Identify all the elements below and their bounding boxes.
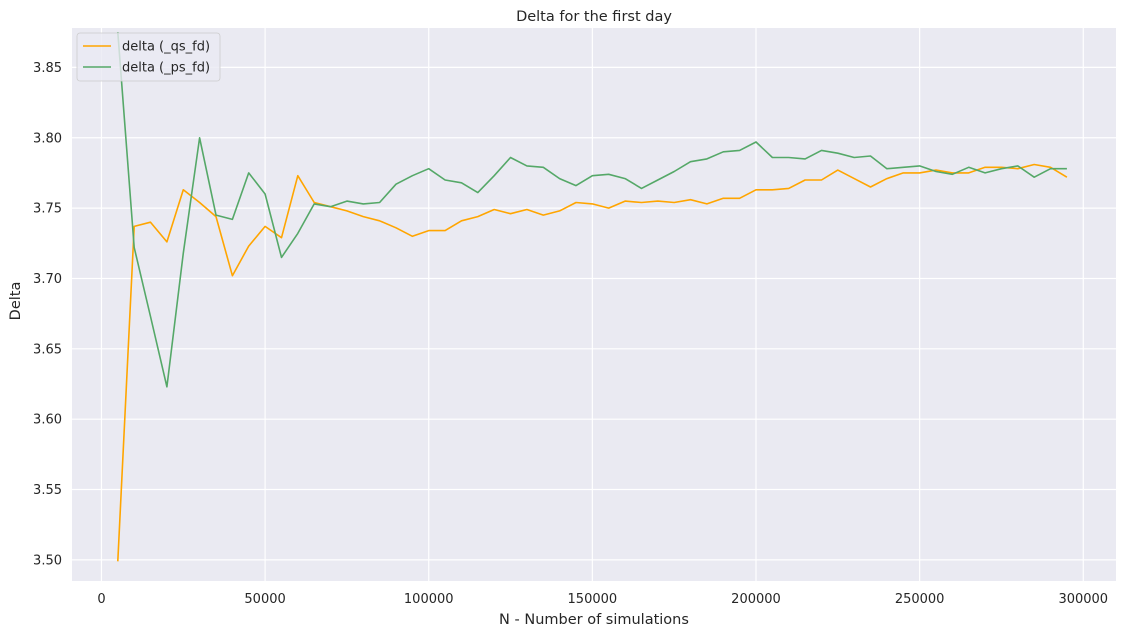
- x-tick-label: 250000: [895, 592, 945, 607]
- x-axis-ticks: 0 50000 100000 150000 200000 250000 300000: [97, 592, 1108, 607]
- chart-title: Delta for the first day: [516, 9, 672, 25]
- plot-area: [72, 28, 1116, 581]
- legend: delta (_qs_fd) delta (_ps_fd): [76, 32, 221, 82]
- series-line-1: [117, 32, 1067, 388]
- y-tick-label: 3.80: [33, 131, 62, 146]
- y-axis-ticks: 3.50 3.55 3.60 3.65 3.70 3.75 3.80 3.85: [33, 61, 62, 568]
- x-tick-label: 100000: [404, 592, 454, 607]
- x-tick-label: 300000: [1058, 592, 1108, 607]
- x-tick-label: 50000: [244, 592, 285, 607]
- y-axis-label: Delta: [8, 282, 24, 321]
- x-tick-label: 200000: [731, 592, 781, 607]
- x-tick-label: 150000: [568, 592, 618, 607]
- y-tick-label: 3.75: [33, 202, 62, 217]
- y-tick-label: 3.50: [33, 553, 62, 568]
- x-axis-label: N - Number of simulations: [499, 612, 689, 628]
- x-tick-label: 0: [97, 592, 105, 607]
- grid-lines: [72, 28, 1116, 581]
- legend-box: [76, 32, 221, 82]
- y-tick-label: 3.55: [33, 483, 62, 498]
- y-tick-label: 3.65: [33, 342, 62, 357]
- y-tick-label: 3.70: [33, 272, 62, 287]
- y-tick-label: 3.85: [33, 61, 62, 76]
- series-lines: [117, 32, 1068, 562]
- legend-label-ps-fd: delta (_ps_fd): [122, 61, 210, 76]
- legend-label-qs-fd: delta (_qs_fd): [122, 40, 210, 55]
- y-tick-label: 3.60: [33, 413, 62, 428]
